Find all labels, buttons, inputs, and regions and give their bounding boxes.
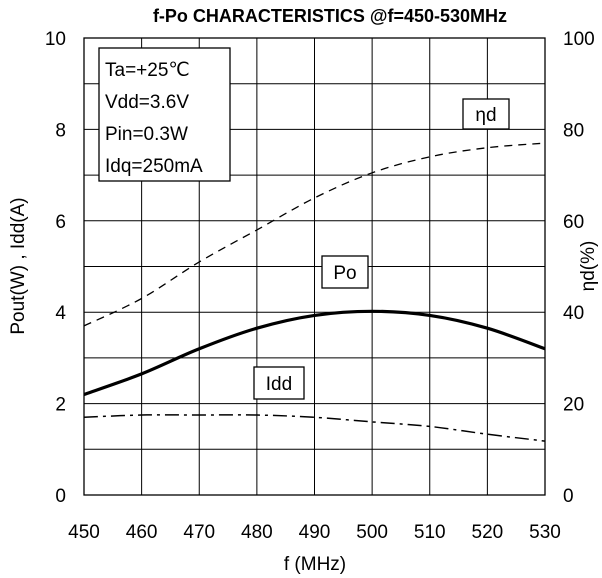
plot-frame bbox=[83, 37, 546, 496]
x-tick-label: 500 bbox=[356, 522, 388, 543]
series-line-idd bbox=[83, 414, 546, 442]
y-tick-label: 10 bbox=[45, 29, 66, 50]
y2-axis-ticks: 0 20 40 60 80 100 bbox=[563, 29, 595, 507]
conditions-box: Ta=+25℃ Vdd=3.6V Pin=0.3W Idq=250mA bbox=[98, 47, 231, 182]
y2-tick-label: 60 bbox=[563, 212, 584, 233]
x-tick-label: 460 bbox=[126, 522, 158, 543]
condition-ta: Ta=+25℃ bbox=[105, 60, 190, 81]
y-tick-label: 6 bbox=[55, 212, 66, 233]
x-tick-label: 520 bbox=[472, 522, 504, 543]
series-line-etad bbox=[83, 142, 546, 327]
x-tick-label: 530 bbox=[529, 522, 561, 543]
y2-axis-label: ηd(%) bbox=[578, 241, 599, 292]
label-etad-frame bbox=[462, 98, 510, 130]
x-tick-label: 510 bbox=[414, 522, 446, 543]
label-po: Po bbox=[321, 255, 369, 289]
y2-tick-label: 0 bbox=[563, 486, 574, 507]
y-tick-label: 0 bbox=[55, 486, 66, 507]
y2-tick-label: 80 bbox=[563, 120, 584, 141]
label-etad-text: ηd bbox=[475, 105, 496, 126]
y-tick-label: 4 bbox=[55, 303, 66, 324]
x-tick-label: 470 bbox=[183, 522, 215, 543]
y-tick-label: 8 bbox=[55, 120, 66, 141]
label-po-text: Po bbox=[333, 263, 356, 284]
label-po-frame bbox=[321, 255, 369, 289]
y2-tick-label: 20 bbox=[563, 395, 584, 416]
x-tick-label: 480 bbox=[241, 522, 273, 543]
y-axis-ticks: 0 2 4 6 8 10 bbox=[45, 29, 67, 507]
condition-idq: Idq=250mA bbox=[105, 156, 203, 177]
series-line-po bbox=[83, 309, 546, 397]
label-idd: Idd bbox=[253, 366, 305, 400]
x-tick-label: 450 bbox=[68, 522, 100, 543]
label-idd-text: Idd bbox=[266, 374, 292, 395]
series-lines bbox=[83, 142, 546, 442]
y2-tick-label: 40 bbox=[563, 303, 584, 324]
x-tick-label: 490 bbox=[299, 522, 331, 543]
y2-tick-label: 100 bbox=[563, 29, 595, 50]
chart-title: f-Po CHARACTERISTICS @f=450-530MHz bbox=[153, 6, 507, 26]
conditions-frame bbox=[98, 47, 231, 182]
x-axis-ticks: 450 460 470 480 490 500 510 520 530 bbox=[68, 522, 561, 543]
label-etad: ηd bbox=[462, 98, 510, 130]
condition-vdd: Vdd=3.6V bbox=[105, 92, 189, 113]
y-tick-label: 2 bbox=[55, 395, 66, 416]
label-idd-frame bbox=[253, 366, 305, 400]
y-axis-label: Pout(W) , Idd(A) bbox=[8, 197, 29, 334]
condition-pin: Pin=0.3W bbox=[105, 124, 188, 145]
x-axis-label: f (MHz) bbox=[284, 554, 346, 575]
